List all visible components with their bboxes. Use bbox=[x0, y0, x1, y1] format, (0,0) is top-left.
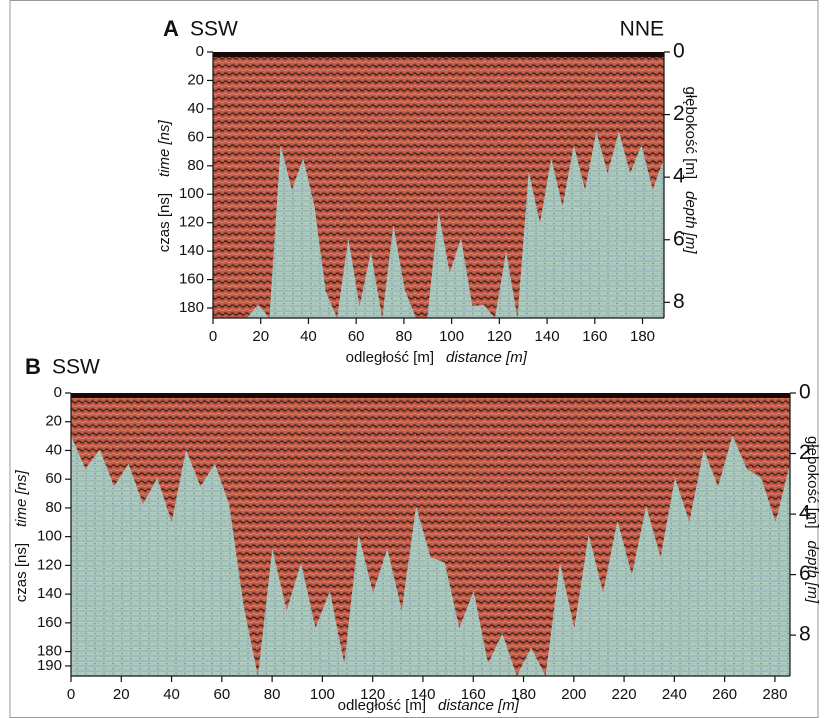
y-tick-label: 0 bbox=[196, 43, 204, 60]
y-tick-label: 120 bbox=[179, 214, 204, 231]
x-tick-label: 160 bbox=[461, 686, 486, 703]
y2-axis-title: depth [m] bbox=[804, 541, 821, 604]
y2-tick-label: 8 bbox=[673, 290, 685, 313]
y-tick-label: 180 bbox=[179, 299, 204, 316]
x-tick-label: 40 bbox=[300, 328, 317, 345]
x-tick-label: 20 bbox=[113, 686, 130, 703]
x-tick-label: 220 bbox=[612, 686, 637, 703]
y2-axis-title: głębokość [m] bbox=[682, 86, 699, 179]
y-tick-label: 40 bbox=[45, 441, 62, 458]
y-axis-title: time [ns] bbox=[156, 119, 173, 177]
x-tick-label: 60 bbox=[213, 686, 230, 703]
y-axis-title: czas [ns] bbox=[13, 543, 30, 602]
y-tick-label: 0 bbox=[54, 384, 62, 401]
y2-tick-label: 4 bbox=[799, 502, 811, 525]
y2-tick-label: 8 bbox=[799, 623, 811, 646]
y-tick-label: 160 bbox=[179, 271, 204, 288]
y-tick-label: 20 bbox=[187, 71, 204, 88]
x-axis-title: distance [m] bbox=[446, 349, 528, 366]
image-noise bbox=[213, 52, 664, 318]
y-tick-label: 190 bbox=[37, 657, 62, 674]
y-tick-label: 60 bbox=[187, 128, 204, 145]
x-tick-label: 120 bbox=[360, 686, 385, 703]
y2-tick-label: 4 bbox=[673, 165, 685, 188]
y-tick-label: 100 bbox=[37, 528, 62, 545]
x-tick-label: 240 bbox=[662, 686, 687, 703]
x-axis-title: odległość [m] bbox=[338, 697, 426, 714]
x-tick-label: 0 bbox=[209, 328, 217, 345]
x-tick-label: 100 bbox=[310, 686, 335, 703]
y-axis-title: time [ns] bbox=[13, 469, 30, 527]
x-tick-label: 60 bbox=[348, 328, 365, 345]
direction-label: NNE bbox=[620, 18, 664, 41]
x-tick-label: 260 bbox=[712, 686, 737, 703]
y2-tick-label: 6 bbox=[799, 562, 811, 585]
x-tick-label: 120 bbox=[487, 328, 512, 345]
x-tick-label: 180 bbox=[630, 328, 655, 345]
image-noise bbox=[71, 393, 790, 676]
radargram-image bbox=[71, 393, 790, 676]
y2-tick-label: 0 bbox=[673, 40, 685, 63]
x-tick-label: 160 bbox=[582, 328, 607, 345]
x-tick-label: 20 bbox=[252, 328, 269, 345]
x-axis-title: odległość [m] bbox=[346, 349, 434, 366]
x-tick-label: 200 bbox=[561, 686, 586, 703]
y2-axis-title: depth [m] bbox=[682, 191, 699, 254]
y-tick-label: 40 bbox=[187, 100, 204, 117]
y-tick-label: 140 bbox=[37, 585, 62, 602]
surface-band bbox=[213, 52, 664, 57]
y-tick-label: 160 bbox=[37, 614, 62, 631]
y-tick-label: 100 bbox=[179, 185, 204, 202]
y-tick-label: 80 bbox=[187, 157, 204, 174]
y-tick-label: 80 bbox=[45, 499, 62, 516]
x-tick-label: 180 bbox=[511, 686, 536, 703]
y-axis-title: czas [ns] bbox=[156, 193, 173, 252]
y2-tick-label: 6 bbox=[673, 227, 685, 250]
y2-axis-title: głębokość [m] bbox=[804, 436, 821, 529]
surface-band bbox=[71, 393, 790, 398]
x-tick-label: 100 bbox=[439, 328, 464, 345]
x-tick-label: 80 bbox=[264, 686, 281, 703]
x-tick-label: 140 bbox=[410, 686, 435, 703]
x-axis-title: distance [m] bbox=[438, 697, 520, 714]
y-tick-label: 180 bbox=[37, 643, 62, 660]
x-tick-label: 80 bbox=[396, 328, 413, 345]
y-tick-label: 60 bbox=[45, 470, 62, 487]
x-tick-label: 0 bbox=[67, 686, 75, 703]
y-tick-label: 120 bbox=[37, 556, 62, 573]
x-tick-label: 280 bbox=[762, 686, 787, 703]
panel-letter: A bbox=[163, 16, 179, 41]
radargram-image bbox=[213, 52, 664, 318]
panel-letter: B bbox=[25, 354, 41, 379]
y2-tick-label: 2 bbox=[799, 441, 811, 464]
x-tick-label: 40 bbox=[163, 686, 180, 703]
direction-label: SSW bbox=[52, 356, 100, 379]
y-tick-label: 140 bbox=[179, 242, 204, 259]
y2-tick-label: 0 bbox=[799, 381, 811, 404]
x-tick-label: 140 bbox=[535, 328, 560, 345]
y-tick-label: 20 bbox=[45, 413, 62, 430]
y2-tick-label: 2 bbox=[673, 102, 685, 125]
direction-label: SSW bbox=[190, 18, 238, 41]
